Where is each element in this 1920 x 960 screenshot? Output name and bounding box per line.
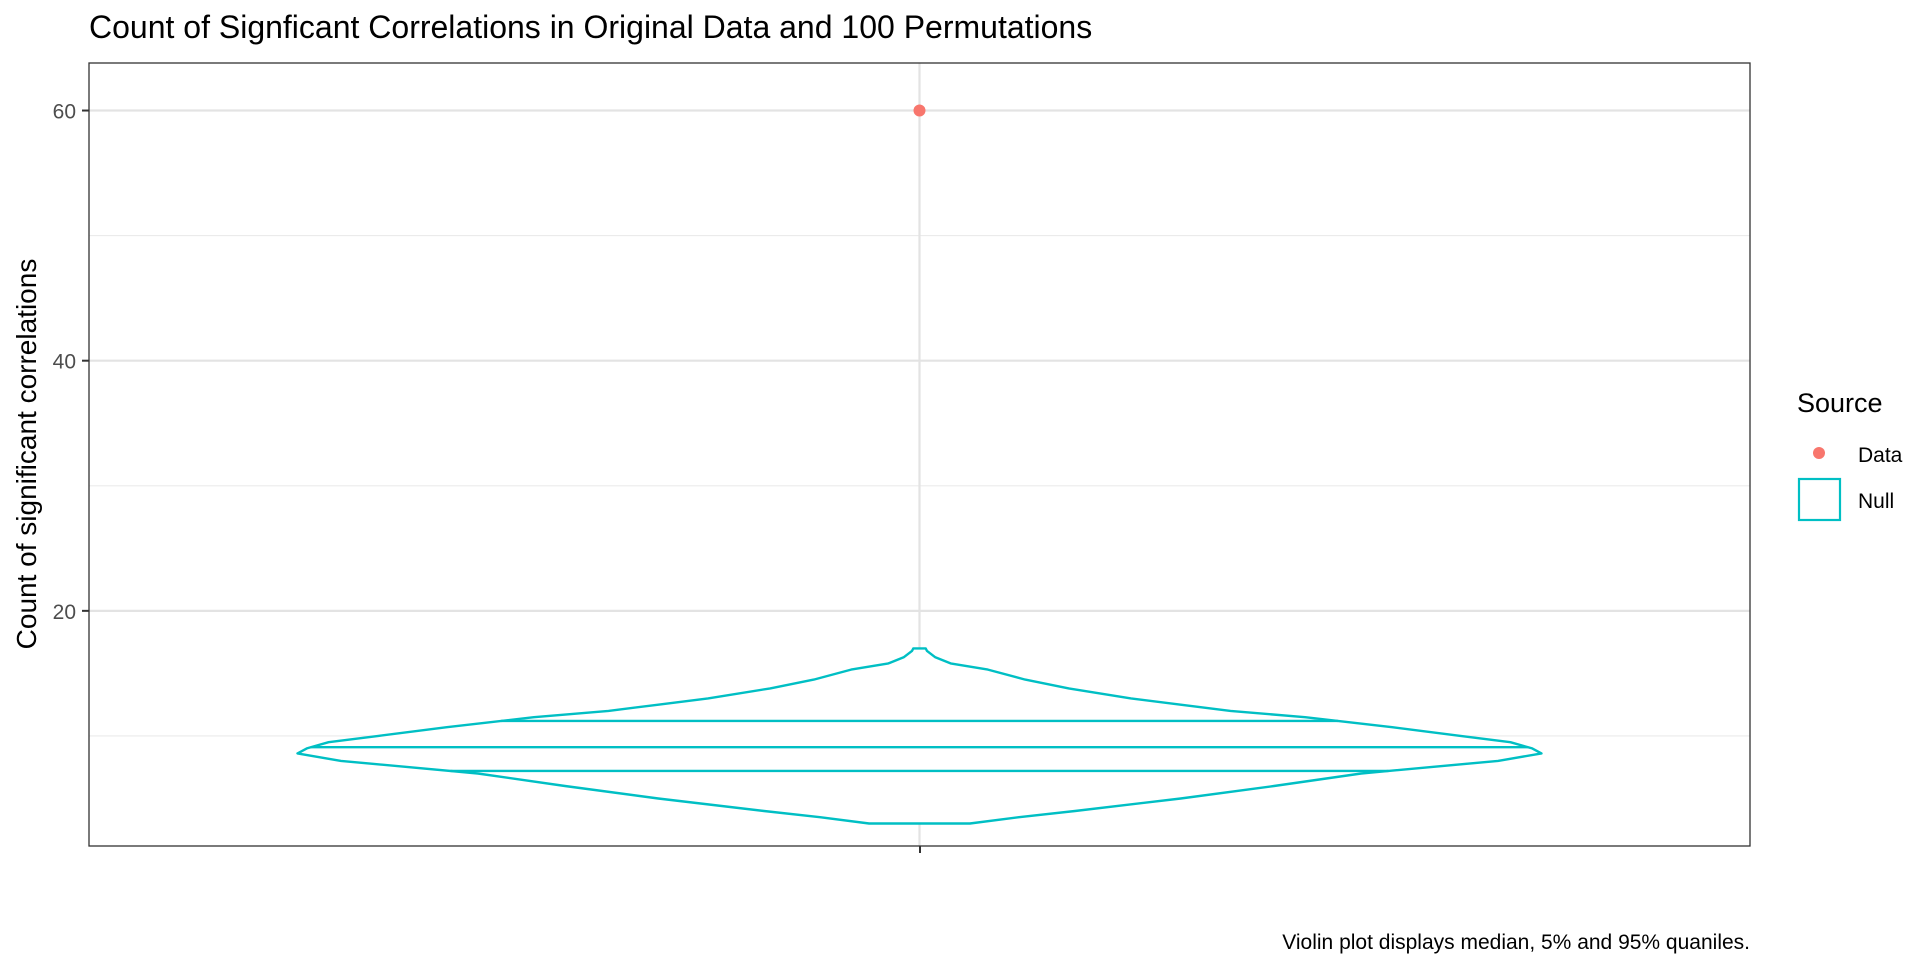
violin-outline bbox=[296, 647, 1543, 825]
y-tick-label: 20 bbox=[53, 601, 76, 624]
legend-label-null: Null bbox=[1858, 490, 1894, 513]
y-tick-label: 40 bbox=[53, 351, 76, 374]
legend-title: Source bbox=[1797, 388, 1883, 418]
legend: Source Data Null bbox=[1797, 388, 1903, 522]
y-axis-label: Count of significant correlations bbox=[11, 259, 42, 650]
chart-caption: Violin plot displays median, 5% and 95% … bbox=[1282, 931, 1750, 954]
data-points bbox=[913, 104, 926, 117]
data-point bbox=[913, 104, 926, 117]
y-axis-ticks: 20 40 60 bbox=[53, 101, 89, 624]
legend-key-null bbox=[1797, 477, 1842, 522]
legend-label-data: Data bbox=[1858, 444, 1903, 467]
chart-title: Count of Signficant Correlations in Orig… bbox=[89, 9, 1092, 45]
legend-key-data bbox=[1813, 447, 1825, 459]
violin-null bbox=[296, 647, 1543, 825]
y-tick-label: 60 bbox=[53, 101, 76, 124]
